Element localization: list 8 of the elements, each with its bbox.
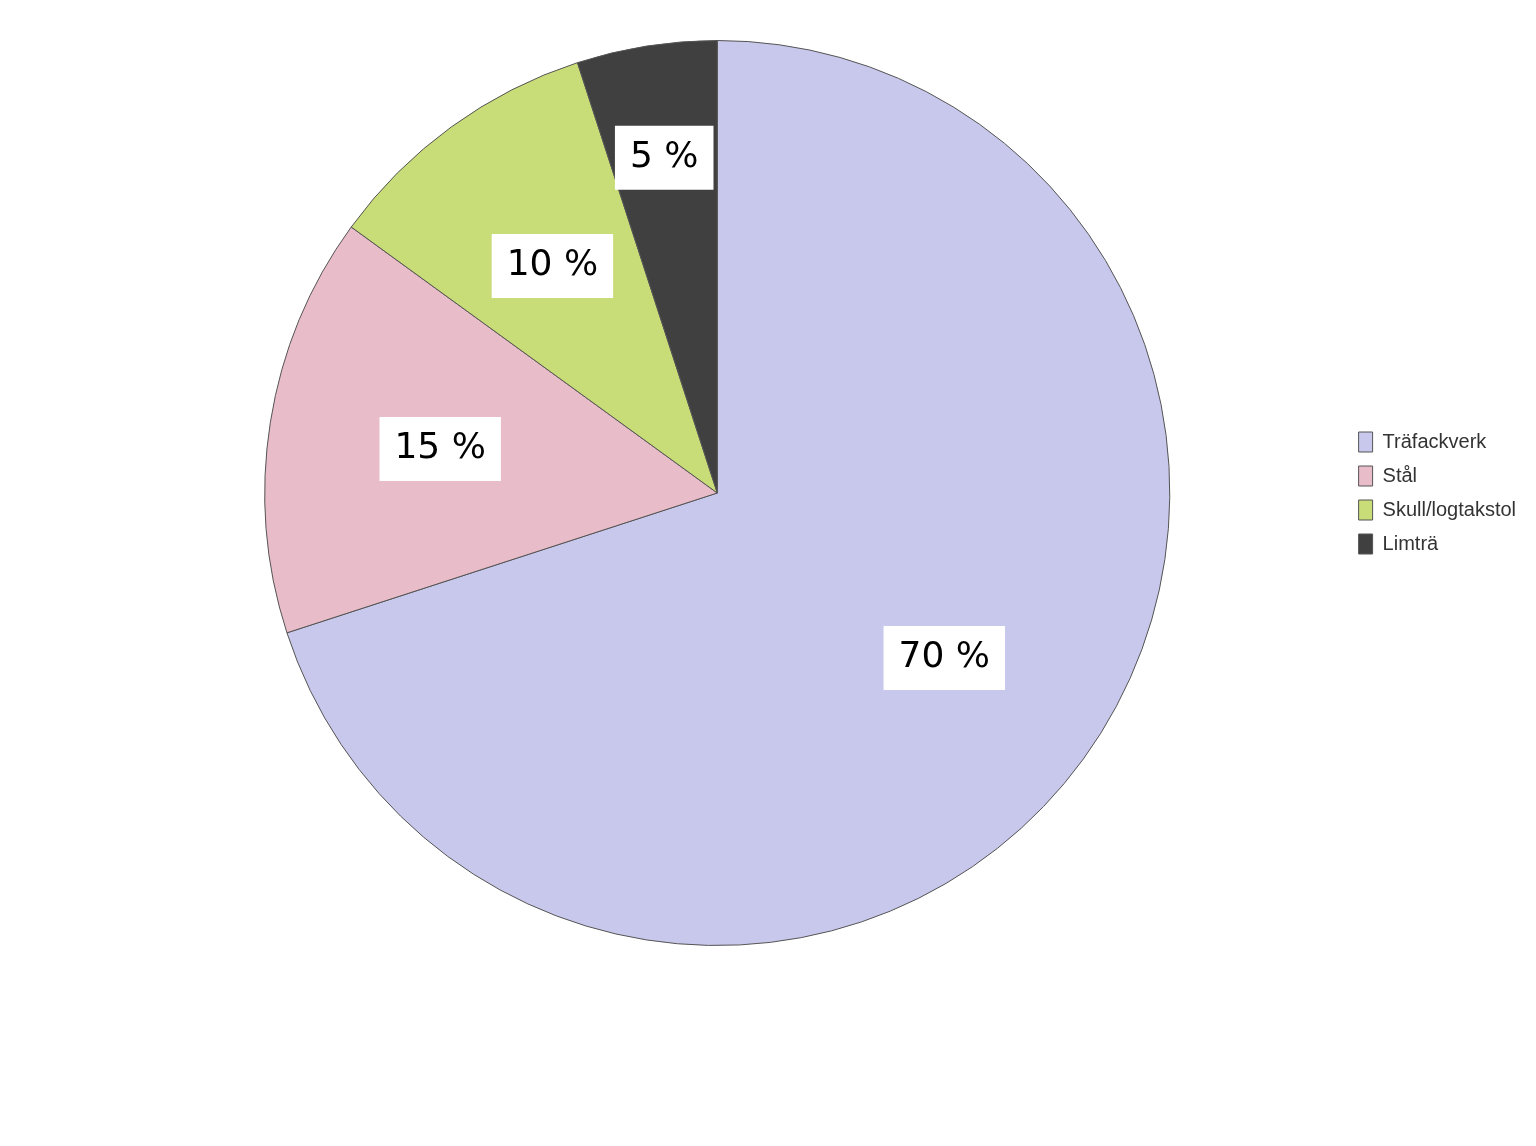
data-label: 15 % <box>394 425 486 467</box>
legend-label: Stål <box>1382 463 1418 486</box>
legend-label: Skull/logtakstol <box>1382 497 1517 520</box>
legend-label: Limträ <box>1382 531 1440 554</box>
data-label: 5 % <box>629 134 699 176</box>
legend-label: Träfackverk <box>1382 429 1488 452</box>
data-label: 10 % <box>506 242 599 284</box>
data-label: 70 % <box>898 634 990 676</box>
